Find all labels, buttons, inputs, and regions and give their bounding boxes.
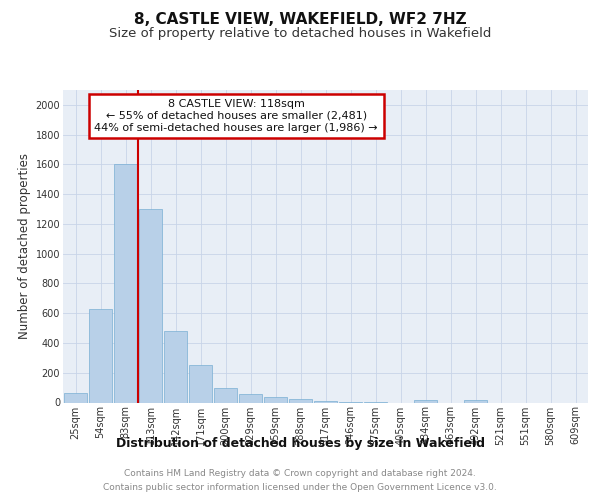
Bar [189, 366, 212, 403]
Bar [414, 400, 437, 402]
Text: Contains HM Land Registry data © Crown copyright and database right 2024.: Contains HM Land Registry data © Crown c… [124, 469, 476, 478]
Bar [289, 399, 312, 402]
Bar [164, 331, 187, 402]
Text: Distribution of detached houses by size in Wakefield: Distribution of detached houses by size … [115, 438, 485, 450]
Bar [114, 164, 137, 402]
Bar [314, 401, 337, 402]
Bar [139, 209, 162, 402]
Text: Contains public sector information licensed under the Open Government Licence v3: Contains public sector information licen… [103, 483, 497, 492]
Text: 8, CASTLE VIEW, WAKEFIELD, WF2 7HZ: 8, CASTLE VIEW, WAKEFIELD, WF2 7HZ [134, 12, 466, 28]
Y-axis label: Number of detached properties: Number of detached properties [19, 153, 31, 339]
Bar [264, 396, 287, 402]
Bar [89, 308, 112, 402]
Bar [64, 393, 87, 402]
Text: 8 CASTLE VIEW: 118sqm
← 55% of detached houses are smaller (2,481)
44% of semi-d: 8 CASTLE VIEW: 118sqm ← 55% of detached … [94, 100, 378, 132]
Bar [214, 388, 237, 402]
Bar [464, 400, 487, 402]
Text: Size of property relative to detached houses in Wakefield: Size of property relative to detached ho… [109, 28, 491, 40]
Bar [239, 394, 262, 402]
